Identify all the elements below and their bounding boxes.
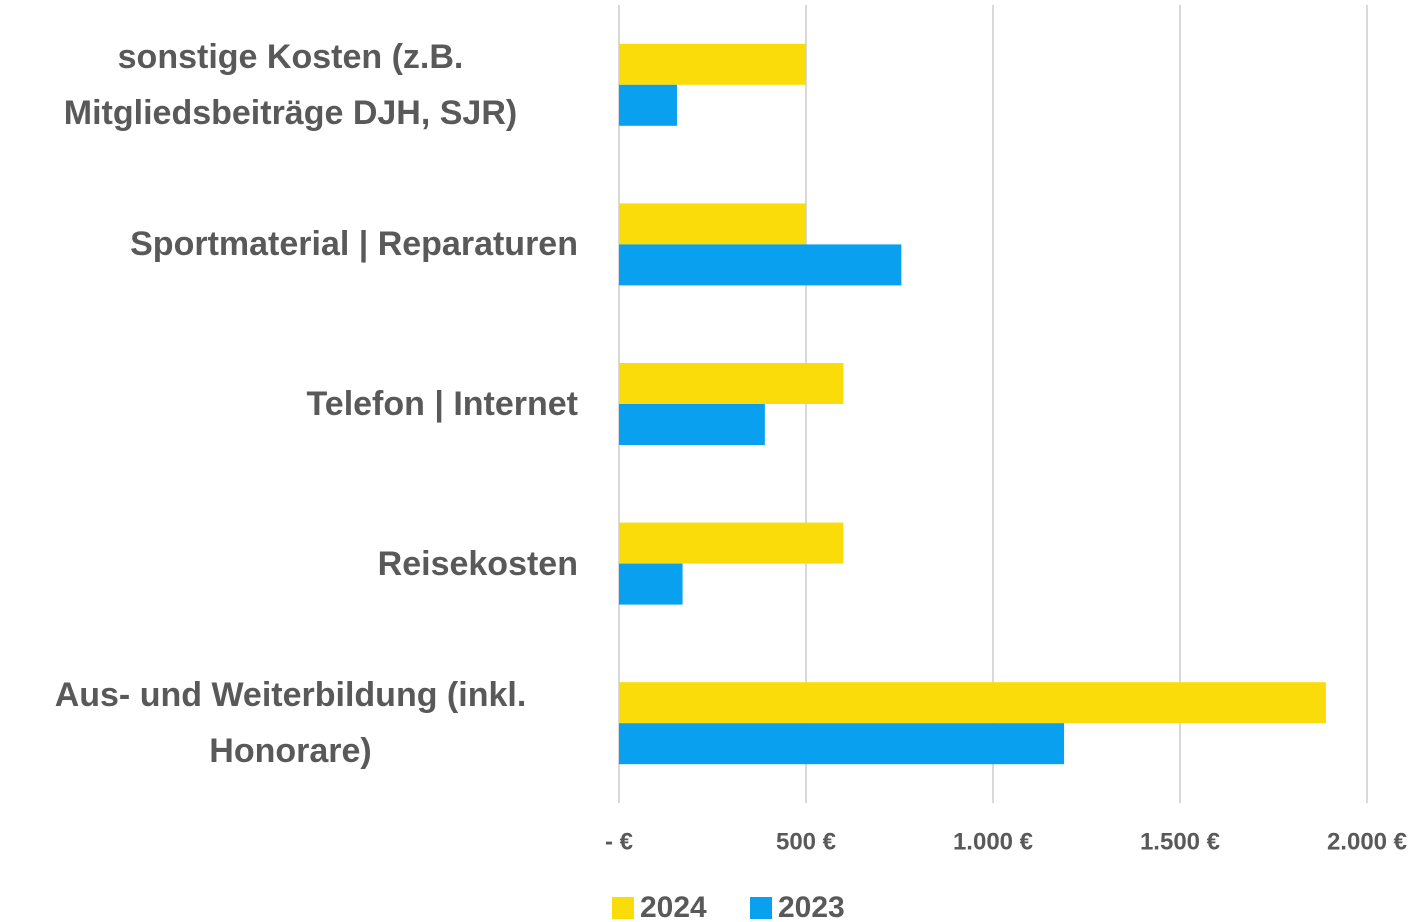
bar <box>619 404 765 445</box>
category-label: Aus- und Weiterbildung (inkl. Honorare) <box>3 643 578 803</box>
bar <box>619 363 844 404</box>
category-text: Aus- und Weiterbildung (inkl. Honorare) <box>54 676 527 771</box>
bar <box>619 682 1326 724</box>
category-text: Reisekosten <box>377 544 578 583</box>
x-tick-label: 1.500 € <box>1140 828 1220 855</box>
legend-swatch <box>750 897 772 919</box>
bar <box>619 522 844 564</box>
legend-swatch <box>612 897 634 919</box>
category-label: sonstige Kosten (z.B. Mitgliedsbeiträge … <box>3 5 578 165</box>
category-text: Telefon | Internet <box>306 385 578 423</box>
category-label: Sportmaterial | Reparaturen <box>3 164 578 324</box>
category-label: Telefon | Internet <box>3 324 578 484</box>
x-tick-label: 500 € <box>776 828 836 855</box>
legend-label: 2024 <box>640 891 707 922</box>
bar <box>619 203 806 245</box>
bar <box>619 244 902 286</box>
category-label: Reisekosten <box>3 484 578 644</box>
x-tick-label: 1.000 € <box>953 828 1033 855</box>
bar <box>619 723 1065 765</box>
bar <box>619 563 683 605</box>
category-text: sonstige Kosten (z.B. Mitgliedsbeiträge … <box>63 37 518 132</box>
legend-label: 2023 <box>778 891 845 922</box>
category-text: Sportmaterial | Reparaturen <box>130 225 578 264</box>
bar <box>619 43 806 85</box>
bar <box>619 84 677 126</box>
x-tick-label: 2.000 € <box>1327 828 1407 855</box>
x-tick-label: - € <box>605 828 633 855</box>
